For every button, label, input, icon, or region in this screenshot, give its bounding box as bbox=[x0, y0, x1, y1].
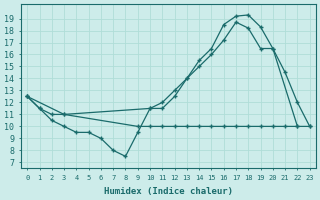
X-axis label: Humidex (Indice chaleur): Humidex (Indice chaleur) bbox=[104, 187, 233, 196]
